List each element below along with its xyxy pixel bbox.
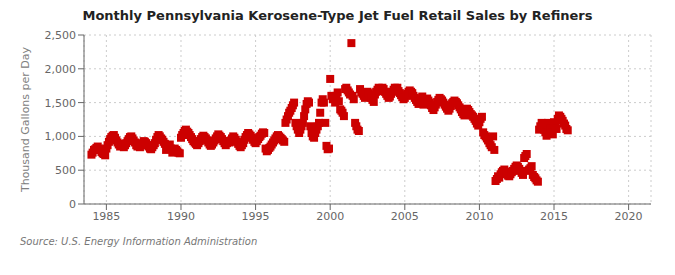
svg-text:2,000: 2,000 bbox=[45, 63, 77, 76]
svg-text:2015: 2015 bbox=[540, 210, 568, 223]
svg-text:1995: 1995 bbox=[242, 210, 270, 223]
svg-text:1,500: 1,500 bbox=[45, 97, 77, 110]
svg-text:2,500: 2,500 bbox=[45, 29, 77, 42]
html-text:Source: U.S. Energy Informatio: Source: U.S. Energy Information Administ… bbox=[20, 236, 258, 247]
svg-text:2000: 2000 bbox=[316, 210, 344, 223]
svg-text:2010: 2010 bbox=[465, 210, 493, 223]
svg-text:2020: 2020 bbox=[615, 210, 643, 223]
svg-text:500: 500 bbox=[55, 164, 76, 177]
html-text:Monthly Pennsylvania Kerosene-: Monthly Pennsylvania Kerosene-Type Jet F… bbox=[82, 8, 593, 23]
svg-text:1985: 1985 bbox=[92, 210, 120, 223]
svg-text:1990: 1990 bbox=[167, 210, 195, 223]
svg-text:0: 0 bbox=[69, 198, 76, 211]
svg-text:2005: 2005 bbox=[391, 210, 419, 223]
svg-text:1,000: 1,000 bbox=[45, 130, 77, 143]
svg-text:Thousand Gallons per Day: Thousand Gallons per Day bbox=[19, 46, 32, 193]
